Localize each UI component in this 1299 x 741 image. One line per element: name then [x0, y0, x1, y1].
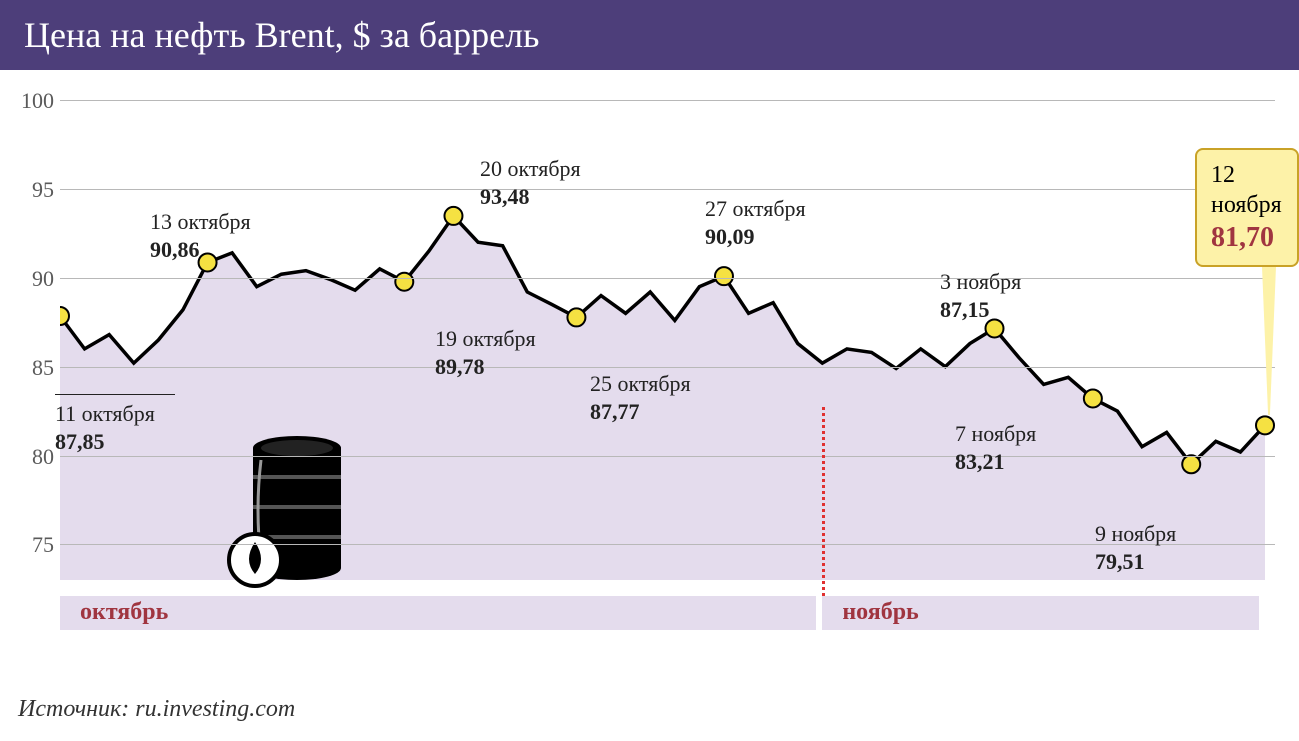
annotation-value: 87,77	[590, 398, 691, 426]
gridline	[60, 100, 1275, 101]
data-annotation: 19 октября89,78	[435, 325, 536, 380]
gridline	[60, 189, 1275, 190]
annotation-value: 83,21	[955, 448, 1036, 476]
data-annotation: 7 ноября83,21	[955, 420, 1036, 475]
annotation-date: 19 октября	[435, 325, 536, 353]
y-axis-tick-label: 85	[4, 355, 54, 381]
annotation-leader	[55, 394, 175, 395]
annotation-date: 3 ноября	[940, 268, 1021, 296]
y-axis-tick-label: 95	[4, 177, 54, 203]
y-axis-tick-label: 90	[4, 266, 54, 292]
data-annotation: 20 октября93,48	[480, 155, 581, 210]
annotation-date: 13 октября	[150, 208, 251, 236]
data-marker	[1084, 389, 1102, 407]
annotation-date: 7 ноября	[955, 420, 1036, 448]
y-axis-tick-label: 75	[4, 532, 54, 558]
y-axis-tick-label: 80	[4, 444, 54, 470]
callout-value: 81,70	[1211, 220, 1283, 255]
callout-box: 12 ноября81,70	[1195, 148, 1299, 267]
month-divider	[822, 407, 825, 596]
callout-date: 12 ноября	[1211, 160, 1283, 220]
data-annotation: 25 октября87,77	[590, 370, 691, 425]
data-marker	[1256, 416, 1274, 434]
data-marker	[444, 207, 462, 225]
data-annotation: 13 октября90,86	[150, 208, 251, 263]
chart-title: Цена на нефть Brent, $ за баррель	[0, 0, 1299, 70]
source-text: Источник: ru.investing.com	[18, 696, 295, 723]
annotation-value: 79,51	[1095, 548, 1176, 576]
annotation-date: 11 октября	[55, 400, 155, 428]
data-marker	[715, 267, 733, 285]
annotation-value: 89,78	[435, 353, 536, 381]
data-marker	[567, 308, 585, 326]
data-annotation: 3 ноября87,15	[940, 268, 1021, 323]
annotation-value: 87,15	[940, 296, 1021, 324]
annotation-date: 27 октября	[705, 195, 806, 223]
gridline	[60, 456, 1275, 457]
chart-area: 75 80 85 90 95 100 октябрь ноябрь 11 октября87,8…	[0, 90, 1299, 650]
month-label: октябрь	[80, 599, 168, 626]
data-annotation: 11 октября87,85	[55, 400, 155, 455]
month-label: ноябрь	[842, 599, 918, 626]
data-marker	[395, 273, 413, 291]
annotation-date: 25 октября	[590, 370, 691, 398]
annotation-value: 93,48	[480, 183, 581, 211]
annotation-value: 90,09	[705, 223, 806, 251]
gridline	[60, 278, 1275, 279]
data-marker	[1182, 455, 1200, 473]
data-annotation: 27 октября90,09	[705, 195, 806, 250]
annotation-date: 9 ноября	[1095, 520, 1176, 548]
y-axis-tick-label: 100	[4, 88, 54, 114]
gridline	[60, 544, 1275, 545]
annotation-date: 20 октября	[480, 155, 581, 183]
month-band	[60, 596, 816, 630]
annotation-value: 90,86	[150, 236, 251, 264]
annotation-value: 87,85	[55, 428, 155, 456]
gridline	[60, 367, 1275, 368]
data-annotation: 9 ноября79,51	[1095, 520, 1176, 575]
data-marker	[60, 307, 69, 325]
